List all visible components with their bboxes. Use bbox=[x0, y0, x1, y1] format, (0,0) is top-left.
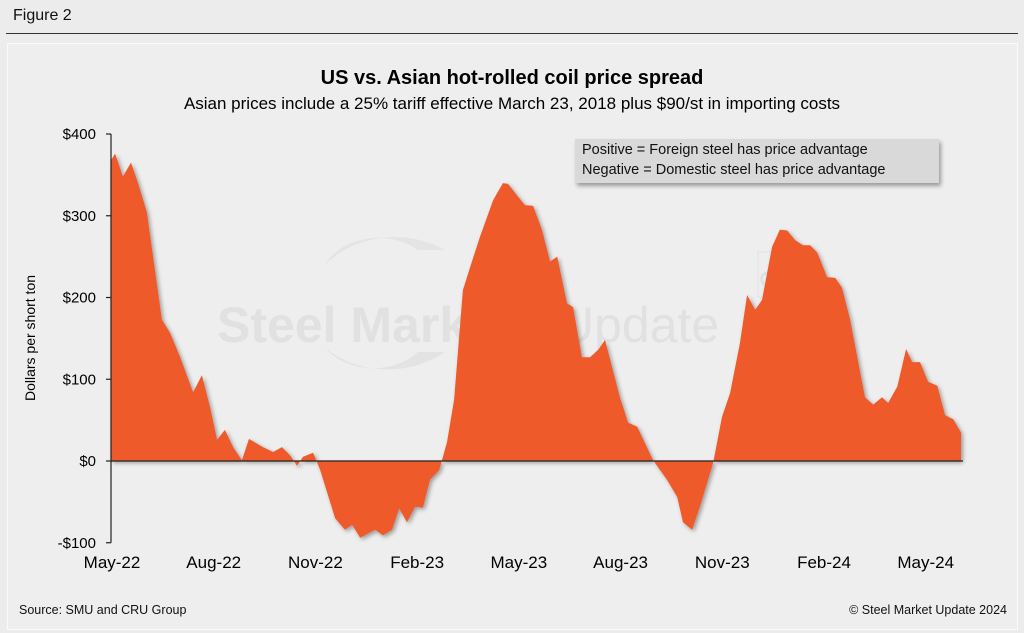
x-axis: May-22 Aug-22 Nov-22 Feb-23 May-23 Aug-23 Nov-… bbox=[84, 553, 954, 572]
x-tick-label: Feb-24 bbox=[797, 553, 851, 572]
y-tick-label: -$100 bbox=[58, 535, 96, 552]
x-tick-label: May-22 bbox=[84, 553, 141, 572]
figure-divider bbox=[6, 33, 1018, 34]
y-tick-label: $400 bbox=[63, 126, 96, 143]
y-tick-label: $100 bbox=[63, 371, 96, 388]
area-series bbox=[111, 153, 961, 538]
chart-title: US vs. Asian hot-rolled coil price sprea… bbox=[321, 67, 704, 89]
legend-positive: Positive = Foreign steel has price advan… bbox=[582, 142, 868, 158]
chart-subtitle: Asian prices include a 25% tariff effect… bbox=[184, 94, 840, 113]
y-tick-label: $200 bbox=[63, 290, 96, 307]
source-note: Source: SMU and CRU Group bbox=[19, 603, 187, 617]
legend-note: Positive = Foreign steel has price advan… bbox=[575, 139, 939, 183]
legend-negative: Negative = Domestic steel has price adva… bbox=[582, 162, 886, 178]
x-tick-label: Nov-22 bbox=[288, 553, 343, 572]
x-tick-label: Nov-23 bbox=[695, 553, 750, 572]
x-tick-label: May-24 bbox=[897, 553, 954, 572]
y-axis-label: Dollars per short ton bbox=[22, 275, 38, 401]
y-tick-label: $300 bbox=[63, 208, 96, 225]
y-tick-label: $0 bbox=[79, 453, 96, 470]
copyright-note: © Steel Market Update 2024 bbox=[849, 603, 1007, 617]
x-tick-label: May-23 bbox=[491, 553, 548, 572]
watermark-update: Update bbox=[558, 297, 719, 353]
x-tick-label: Aug-23 bbox=[593, 553, 648, 572]
y-axis: $400 $300 $200 $100 $0 -$100 bbox=[58, 126, 112, 552]
x-tick-label: Feb-23 bbox=[390, 553, 444, 572]
x-tick-label: Aug-22 bbox=[186, 553, 241, 572]
figure-label: Figure 2 bbox=[13, 7, 72, 24]
area-fill bbox=[111, 153, 961, 538]
